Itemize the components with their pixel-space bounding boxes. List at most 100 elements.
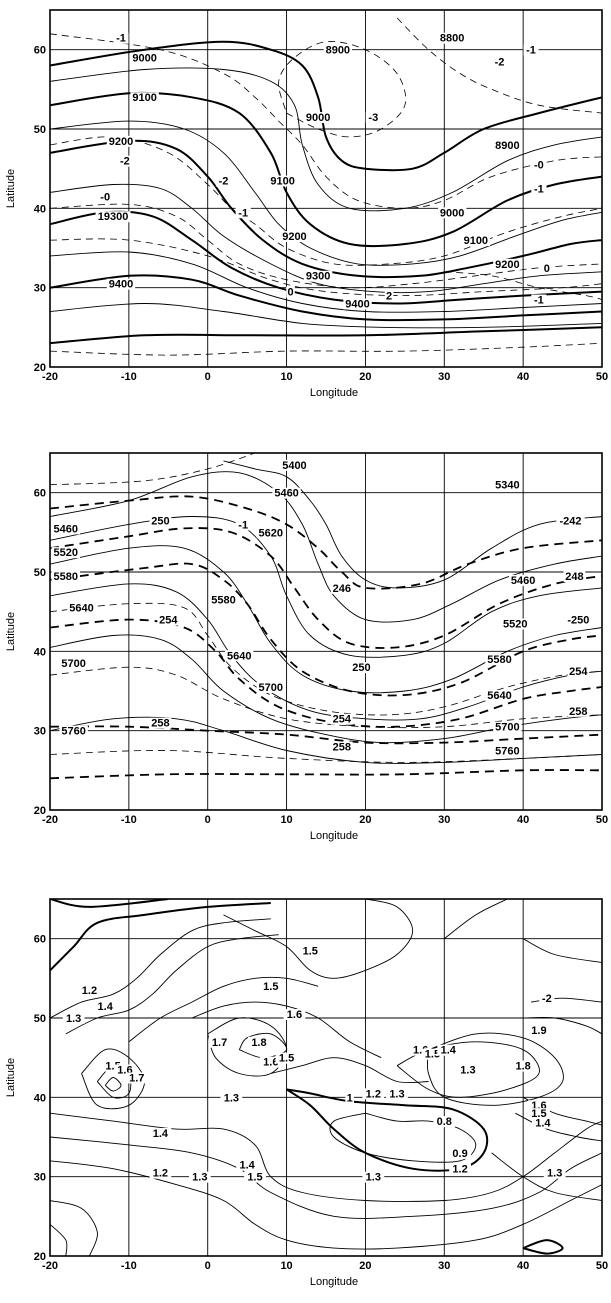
contour-label: -0 (534, 160, 544, 172)
contour-label: -0 (100, 191, 110, 203)
contour-label: 0.9 (452, 1148, 467, 1160)
plot-frame (49, 452, 603, 811)
contour-label: 8900 (495, 140, 519, 152)
contour-label: 5580 (54, 571, 78, 583)
contour-label: 1.5 (531, 1108, 546, 1120)
contour-line (50, 902, 271, 972)
contour-label: 1.4 (153, 1128, 169, 1140)
contour-label: 5520 (54, 547, 78, 559)
contour-label: 1.9 (531, 1025, 546, 1037)
contour-label: -1 (534, 295, 544, 307)
contour-label-bg (51, 570, 80, 582)
y-axis-label: Latitude (5, 169, 17, 208)
contour-label: 9200 (495, 259, 519, 271)
chart-panel-3: 1.51.21.31.41.51.61.7 1.81.6 1.51.51.61.71… (5, 898, 608, 1288)
y-tick-label: 50 (34, 1013, 46, 1025)
contour-label: 5760 (495, 745, 519, 757)
contour-label-bg (299, 945, 322, 957)
contour-label-bg (433, 1116, 456, 1128)
chart-panel-2: 5400 5460 5340 -242 5460 250 5520 5620 -1 5580 564… (5, 452, 608, 842)
contour-label: 1.2 (452, 1164, 467, 1176)
contour-label-bg (286, 286, 295, 298)
contour-label-bg (102, 1060, 124, 1072)
contour-group (50, 453, 602, 780)
contour-label-bg (78, 985, 101, 997)
contour-line (50, 40, 602, 172)
contour-label-bg (62, 1012, 85, 1024)
contour-label-bg (512, 1060, 535, 1072)
contour-line (50, 716, 602, 764)
contour-label: 8800 (440, 33, 464, 45)
contour-label: 5580 (211, 595, 235, 607)
contour-line (50, 210, 602, 305)
contour-line (50, 453, 256, 486)
contour-label: 1.2 (366, 1088, 381, 1100)
contour-label: 1.3 (366, 1172, 381, 1184)
contour-label: 1.3 (192, 1172, 207, 1184)
contour-label: 5400 (282, 460, 306, 472)
contour-line (50, 342, 602, 356)
contour-label: 5640 (69, 603, 93, 615)
contour-label: 1.6 (287, 1009, 302, 1021)
contour-label: -2 (542, 993, 552, 1005)
contour-label: 1.3 (460, 1065, 475, 1077)
contour-label-bg (149, 515, 172, 527)
y-tick-label: 30 (34, 726, 46, 738)
y-tick-label: 30 (34, 283, 46, 295)
contour-label-bg (556, 515, 585, 527)
contour-label: -1 (526, 45, 536, 57)
x-axis-label: Longitude (310, 1276, 358, 1288)
contour-line (50, 238, 602, 296)
contour-label: 258 (569, 706, 587, 718)
contour-line (50, 583, 602, 721)
contour-label-bg (215, 175, 232, 187)
contour-line (491, 1152, 602, 1201)
y-tick-label: 20 (34, 362, 46, 374)
contour-label-bg (283, 1009, 306, 1020)
contour-label: 9000 (440, 207, 464, 219)
contour-label-bg (208, 1036, 231, 1048)
x-tick-label: 50 (596, 1260, 608, 1272)
x-tick-label: 0 (205, 371, 211, 383)
contour-label-bg (59, 658, 88, 670)
contour-line (444, 899, 508, 940)
contour-label: 258 (333, 742, 351, 754)
contour-line (50, 527, 602, 649)
contour-label-bg (437, 1044, 460, 1056)
contour-label: 9100 (132, 92, 156, 104)
plot-frame (49, 9, 603, 368)
contour-line (270, 1057, 429, 1084)
contour-label: 5640 (487, 690, 511, 702)
contour-label-bg (437, 207, 467, 219)
contour-label: 9300 (306, 271, 330, 283)
contour-label: 5340 (495, 480, 519, 492)
x-tick-label: 20 (359, 1260, 371, 1272)
contour-line (50, 602, 602, 716)
contour-label: 19300 (98, 211, 129, 223)
contour-label-bg (437, 32, 467, 44)
contour-label-bg (567, 705, 590, 717)
contour-label-bg (323, 44, 353, 56)
contour-label-bg (449, 1147, 471, 1159)
contour-line (522, 938, 602, 963)
y-tick-label: 60 (34, 45, 46, 57)
x-tick-label: 40 (517, 1260, 529, 1272)
contour-label: 246 (333, 583, 351, 595)
x-tick-label: -10 (121, 371, 137, 383)
y-tick-label: 50 (34, 124, 46, 136)
contour-label-bg (248, 1036, 270, 1048)
contour-label: -2 (120, 156, 130, 168)
contour-label-bg (485, 654, 514, 666)
contour-label-bg (528, 1024, 550, 1036)
contour-label: 258 (151, 718, 169, 730)
contour-label-bg (188, 1171, 211, 1183)
contour-label: -1 (116, 33, 126, 45)
y-tick-label: 60 (34, 934, 46, 946)
contour-line (50, 918, 271, 1019)
y-tick-label: 20 (34, 805, 46, 817)
contour-label-bg (384, 290, 394, 302)
contour-label: 9000 (306, 112, 330, 124)
contour-label: -1 (238, 207, 248, 219)
contour-line (523, 1016, 602, 1035)
